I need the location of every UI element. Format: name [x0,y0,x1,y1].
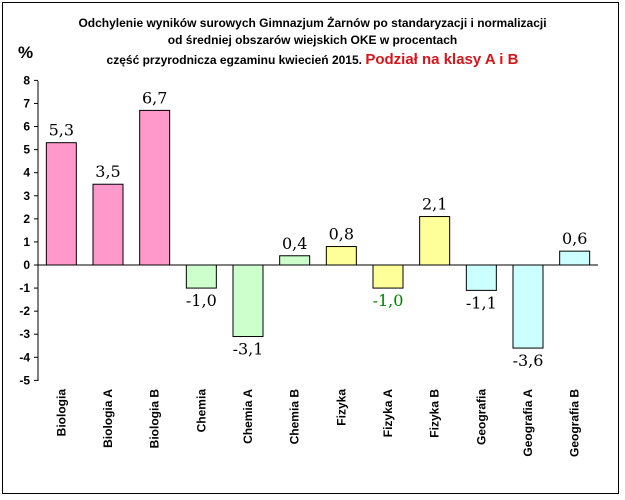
data-label: -1,0 [373,291,404,310]
category-label: Chemia [194,389,208,433]
category-label: Biologia B [148,389,162,449]
category-label: Chemia B [288,389,302,445]
y-tick-label: 3 [23,189,30,203]
data-label: -1,0 [186,291,217,310]
category-label: Biologia [54,389,68,437]
y-axis-unit-label: % [18,43,34,62]
y-tick-label: 2 [23,212,30,226]
bar [185,264,217,289]
bar [92,183,124,266]
y-tick-label: -5 [19,373,30,387]
category-label: Geografia [474,389,488,445]
category-label: Biologia A [101,389,115,448]
bar [465,264,497,291]
bar [139,109,171,266]
category-label: Geografia A [521,389,535,457]
y-tick-label: 7 [23,96,30,110]
category-label: Fizyka [334,389,348,426]
category-label: Chemia A [241,389,255,444]
data-label: -3,1 [233,340,264,359]
category-label: Fizyka B [428,389,442,438]
y-tick-label: 4 [23,166,30,180]
y-tick-label: 1 [23,235,30,249]
bar [325,246,357,266]
y-tick-label: -1 [19,281,30,295]
data-label: -3,6 [513,351,544,370]
data-label: 6,7 [142,88,167,107]
chart-title-line-2: od średniej obszarów wiejskich OKE w pro… [167,33,458,47]
bar [419,216,451,266]
data-label: 0,4 [282,234,307,253]
bar [372,264,404,289]
bar [512,264,544,349]
bar [559,250,591,266]
data-label: 0,6 [562,229,587,248]
data-label: 3,5 [95,162,120,181]
data-label: 0,8 [329,225,354,244]
data-label: 5,3 [49,121,74,140]
bar [279,255,311,266]
bar [45,142,77,266]
y-tick-label: 8 [23,73,30,87]
data-label: 2,1 [422,195,447,214]
chart-title-line-3: część przyrodnicza egzaminu kwiecień 201… [0,51,625,68]
chart-title-line-3-text: część przyrodnicza egzaminu kwiecień 201… [106,53,362,67]
chart-title-highlight: Podział na klasy A i B [365,51,519,68]
data-label: -1,1 [466,293,497,312]
y-tick-label: -3 [19,327,30,341]
y-tick-label: 5 [23,143,30,157]
category-label: Fizyka A [381,389,395,438]
chart-title-line-1: Odchylenie wyników surowych Gimnazjum Ża… [78,16,547,30]
category-label: Geografia B [568,389,582,457]
bar [232,264,264,338]
y-tick-label: 0 [23,258,30,272]
y-tick-label: -2 [19,304,30,318]
y-tick-label: 6 [23,120,30,134]
y-tick-label: -4 [19,350,30,364]
